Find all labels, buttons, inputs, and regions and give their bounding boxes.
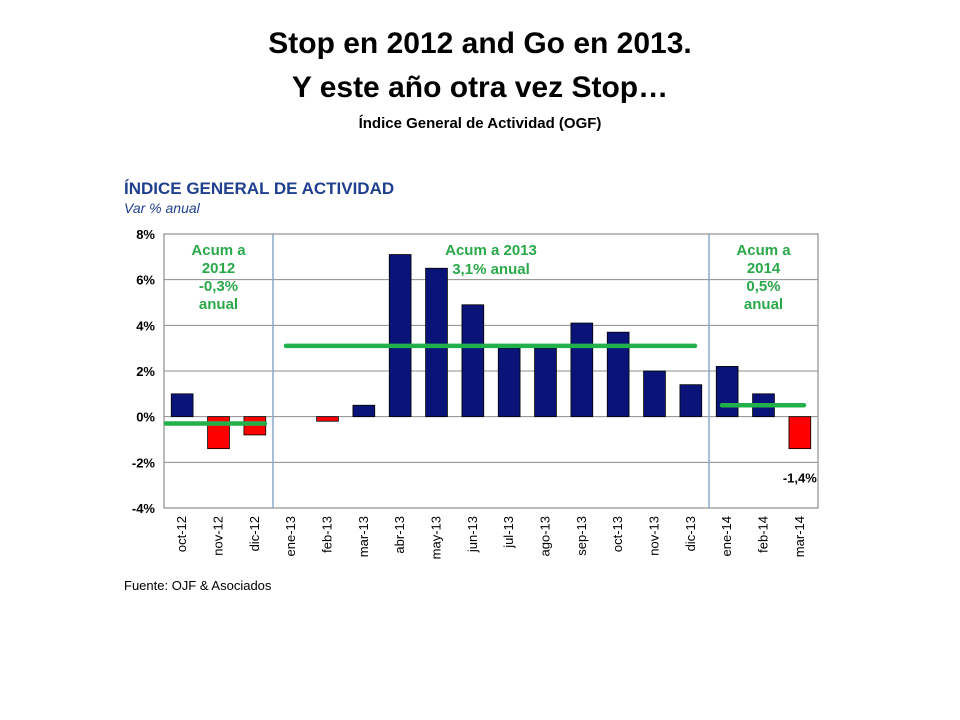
y-tick-label: 2%: [136, 364, 155, 379]
bar-dic-12: [243, 416, 267, 436]
y-tick-label: 4%: [136, 318, 155, 333]
x-axis-labels: oct-12 nov-12 dic-12 ene-13 feb-13 mar-13 abr-…: [174, 516, 807, 559]
x-tick-label: jul-13: [501, 516, 516, 549]
y-tick-label: 0%: [136, 410, 155, 425]
y-tick-label: -4%: [132, 501, 156, 516]
bar-nov-13: [643, 370, 666, 418]
bar-mar-13: [352, 404, 376, 418]
x-tick-label: oct-13: [610, 516, 625, 552]
x-tick-label: jun-13: [465, 516, 480, 553]
chart-source: Fuente: OJF & Asociados: [124, 578, 272, 593]
x-tick-label: ene-13: [283, 516, 298, 556]
x-tick-label: dic-13: [683, 516, 698, 551]
x-tick-label: ene-14: [719, 516, 734, 556]
bar-oct-13: [606, 331, 630, 418]
y-tick-label: 6%: [136, 273, 155, 288]
period-label: 0,5%: [746, 278, 780, 295]
period-label: Acum a 2013: [445, 242, 537, 259]
x-tick-label: may-13: [429, 516, 444, 559]
x-tick-label: mar-13: [356, 516, 371, 557]
annotations: -1,4%: [783, 471, 817, 486]
slide-title: Stop en 2012 and Go en 2013.: [268, 27, 692, 60]
x-tick-label: mar-14: [792, 516, 807, 557]
bar-ago-13: [534, 347, 557, 418]
period-label: -0,3%: [199, 278, 238, 295]
y-tick-label: -2%: [132, 455, 156, 470]
bar-sep-13: [570, 322, 594, 418]
data-label: -1,4%: [783, 471, 817, 486]
y-tick-label: 8%: [136, 227, 155, 242]
bar-ene-14: [715, 366, 739, 418]
bar-jul-13: [497, 347, 521, 418]
y-axis-labels: 8% 6% 4% 2% 0% -2% -4%: [132, 227, 156, 516]
x-tick-label: oct-12: [174, 516, 189, 552]
slide-title-line2: Y este año otra vez Stop…: [291, 71, 669, 104]
x-tick-label: ago-13: [538, 516, 553, 556]
x-tick-label: feb-14: [756, 516, 771, 553]
x-tick-label: dic-12: [247, 516, 262, 551]
bar-jun-13: [461, 304, 485, 418]
chart-title: ÍNDICE GENERAL DE ACTIVIDAD: [124, 179, 394, 198]
period-label: 2012: [202, 260, 235, 277]
bar-abr-13: [388, 254, 412, 418]
period-label: anual: [744, 296, 783, 313]
bar-dic-13: [679, 384, 703, 418]
period-label: 2014: [747, 260, 781, 277]
x-tick-label: nov-13: [647, 516, 662, 556]
period-label: Acum a: [191, 242, 246, 259]
x-tick-label: feb-13: [320, 516, 335, 553]
chart-subtitle: Var % anual: [124, 200, 201, 216]
x-tick-label: sep-13: [574, 516, 589, 556]
period-label: anual: [199, 296, 238, 313]
period-label: Acum a: [736, 242, 791, 259]
period-dividers: [272, 234, 710, 508]
bar-oct-12: [170, 393, 194, 418]
bar-may-13: [425, 267, 448, 418]
slide-subtitle: Índice General de Actividad (OGF): [358, 115, 602, 132]
average-lines: [163, 343, 807, 426]
bar-feb-13: [316, 416, 339, 422]
period-label: 3,1% anual: [452, 261, 530, 278]
x-tick-label: nov-12: [211, 516, 226, 556]
x-tick-label: abr-13: [392, 516, 407, 554]
bar-mar-14: [788, 416, 812, 450]
